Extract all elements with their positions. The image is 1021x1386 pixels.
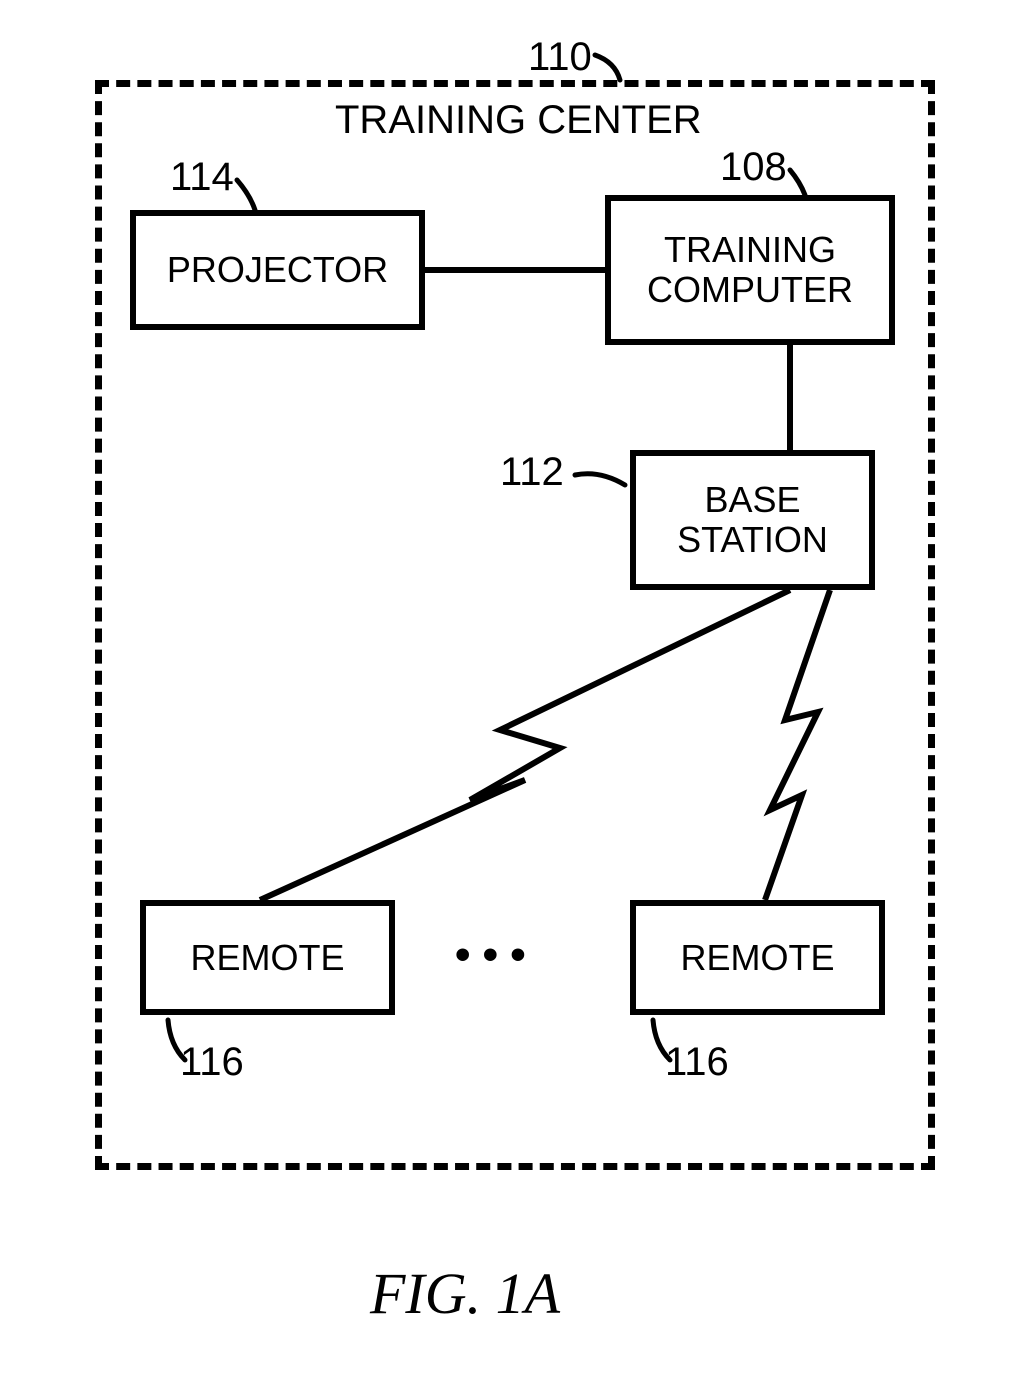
projector-label: PROJECTOR xyxy=(167,250,388,290)
ref-110: 110 xyxy=(528,35,592,80)
ref-116-left: 116 xyxy=(180,1040,244,1085)
projector-node: PROJECTOR xyxy=(130,210,425,330)
remote-node-left: REMOTE xyxy=(140,900,395,1015)
remote-left-label: REMOTE xyxy=(190,938,344,978)
ref-108: 108 xyxy=(720,145,787,190)
training-center-label: TRAINING CENTER xyxy=(335,98,702,143)
remote-node-right: REMOTE xyxy=(630,900,885,1015)
ellipsis-dots: • • • xyxy=(455,930,526,980)
base-station-label: BASESTATION xyxy=(677,480,828,559)
ref-114: 114 xyxy=(170,155,234,200)
training-computer-label: TRAININGCOMPUTER xyxy=(647,230,853,309)
figure-caption: FIG. 1A xyxy=(370,1260,560,1327)
diagram-canvas: TRAINING CENTER PROJECTOR TRAININGCOMPUT… xyxy=(0,0,1021,1386)
training-computer-node: TRAININGCOMPUTER xyxy=(605,195,895,345)
base-station-node: BASESTATION xyxy=(630,450,875,590)
ref-112: 112 xyxy=(500,450,564,495)
ref-116-right: 116 xyxy=(665,1040,729,1085)
remote-right-label: REMOTE xyxy=(680,938,834,978)
